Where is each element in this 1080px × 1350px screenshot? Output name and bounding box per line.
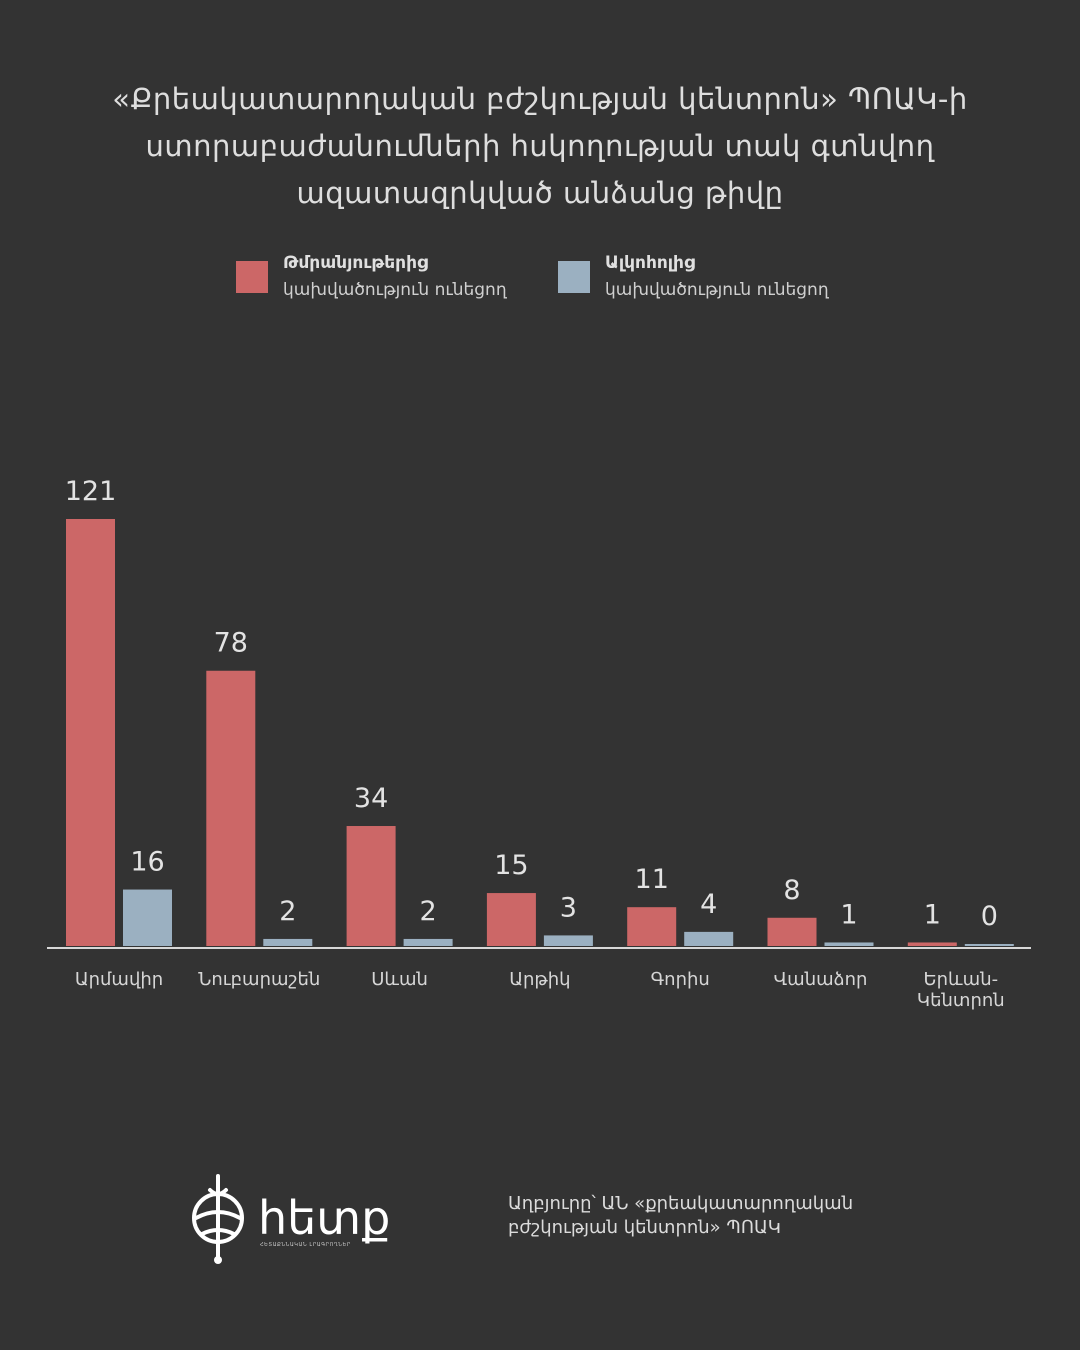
bar-alcohol-6 (964, 944, 1014, 946)
chart-title: «Քրեակատարողական բժշկության կենտրոն» ՊՈԱ… (60, 76, 1020, 217)
legend-swatch-alcohol (558, 261, 590, 293)
data-label-alcohol-4: 4 (700, 889, 717, 920)
chart-title-line-1: «Քրեակատարողական բժշկության կենտրոն» ՊՈԱ… (112, 82, 968, 116)
chart-title-line-2: ստորաբաժանումների հսկողության տակ գտնվող (145, 129, 935, 163)
legend-label-alcohol: Ալկոհոլից (605, 253, 695, 273)
bar-alcohol-2 (403, 938, 453, 946)
hetq-logo: հետք ՀԵՏԱՔՆՆԱԿԱՆ ԼՐԱԳՐՈՂՆԵՐ (192, 1174, 390, 1264)
bar-alcohol-3 (543, 935, 593, 946)
bar-drugs-5 (767, 917, 817, 946)
category-label-6: Երևան-Կենտրոն (917, 969, 1005, 1011)
bar-alcohol-4 (684, 931, 734, 946)
legend-desc-alcohol: կախվածություն ունեցող (605, 280, 829, 300)
legend-label-drugs: Թմրանյութերից (283, 253, 428, 273)
category-label-5: Վանաձոր (774, 969, 868, 990)
data-label-drugs-6: 1 (924, 899, 941, 930)
category-label-0: Արմավիր (75, 969, 163, 990)
category-label-3: Արթիկ (509, 969, 570, 990)
bar-drugs-0 (66, 519, 115, 946)
chart-title-line-3: ազատազրկված անձանց թիվը (296, 176, 784, 210)
data-label-alcohol-0: 16 (130, 847, 164, 878)
data-label-alcohol-1: 2 (279, 896, 296, 927)
logo-tagline: ՀԵՏԱՔՆՆԱԿԱՆ ԼՐԱԳՐՈՂՆԵՐ (260, 1242, 351, 1248)
data-label-drugs-5: 8 (783, 875, 800, 906)
data-label-drugs-0: 121 (65, 476, 117, 507)
data-label-alcohol-5: 1 (840, 899, 857, 930)
source-note: Աղբյուրը՝ ԱՆ «քրեակատարողական բժշկության… (508, 1192, 948, 1240)
bar-drugs-4 (627, 907, 677, 946)
data-label-drugs-1: 78 (214, 628, 248, 659)
bar-alcohol-5 (824, 942, 874, 946)
source-line-2: բժշկության կենտրոն» ՊՈԱԿ (508, 1217, 781, 1238)
data-label-alcohol-6: 0 (981, 901, 998, 932)
logo-wordmark: հետք (258, 1191, 390, 1245)
legend-desc-drugs: կախվածություն ունեցող (283, 280, 507, 300)
bar-drugs-2 (346, 826, 396, 946)
legend-swatch-drugs (236, 261, 268, 293)
bar-drugs-3 (486, 893, 536, 946)
category-label-4: Գորիս (651, 969, 710, 990)
bar-chart: 121 16 Արմավիր 78 2 Նուբարաշեն 34 2 Սևան 15 3 Արթիկ… (47, 476, 1031, 1011)
data-label-drugs-4: 11 (635, 864, 669, 895)
bar-drugs-6 (907, 942, 957, 946)
bar-alcohol-0 (123, 889, 172, 946)
data-label-drugs-2: 34 (354, 783, 388, 814)
bar-drugs-1 (206, 670, 256, 946)
bar-alcohol-1 (263, 938, 313, 946)
category-label-2: Սևան (371, 969, 428, 990)
data-label-alcohol-2: 2 (420, 896, 437, 927)
data-label-alcohol-3: 3 (560, 892, 577, 923)
category-label-1: Նուբարաշեն (198, 969, 320, 990)
data-label-drugs-3: 15 (494, 850, 528, 881)
source-line-1: Աղբյուրը՝ ԱՆ «քրեակատարողական (508, 1193, 854, 1214)
